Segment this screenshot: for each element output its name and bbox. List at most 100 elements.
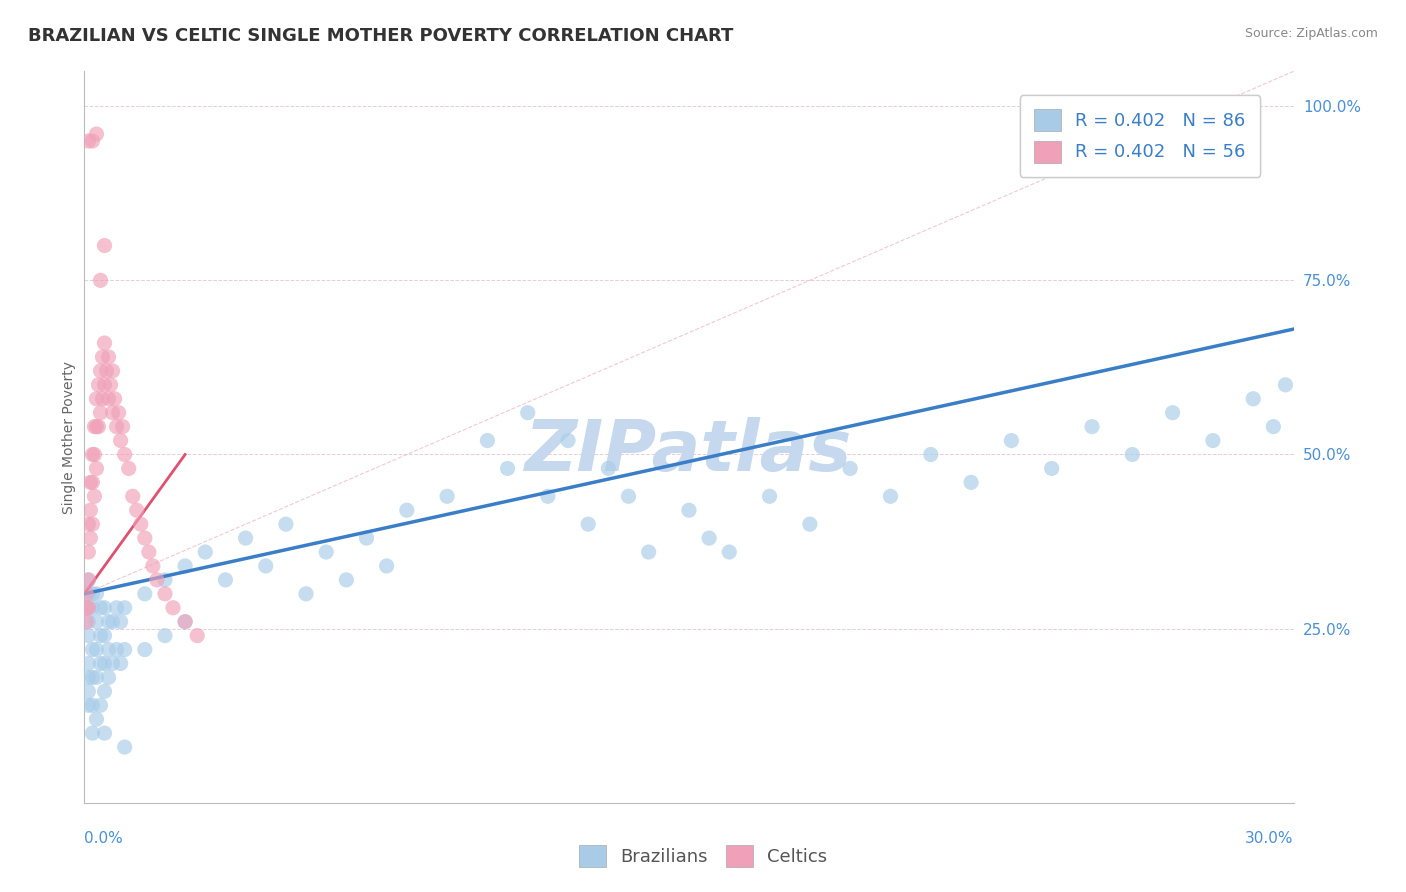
Point [75,615,97,629]
Point [214,573,236,587]
Point [153,573,176,587]
Point [125,503,148,517]
Point [879,489,901,503]
Point [89,698,111,713]
Point [118,461,141,475]
Point [93,238,115,252]
Point [1040,461,1063,475]
Point [1121,448,1143,462]
Point [617,489,640,503]
Point [97,642,120,657]
Point [235,531,257,545]
Point [114,448,136,462]
Point [89,364,111,378]
Point [516,406,538,420]
Point [86,670,108,684]
Point [174,558,197,573]
Point [89,600,111,615]
Point [274,517,297,532]
Point [82,587,104,601]
Point [82,642,104,657]
Point [77,573,100,587]
Point [174,615,197,629]
Point [637,545,659,559]
Point [194,545,217,559]
Point [100,377,122,392]
Point [77,698,100,713]
Point [576,517,599,532]
Point [83,489,105,503]
Point [1241,392,1264,406]
Point [1274,377,1296,392]
Point [97,670,120,684]
Point [920,448,942,462]
Point [436,489,458,503]
Point [477,434,499,448]
Point [93,684,115,698]
Point [82,517,104,532]
Point [77,517,100,532]
Point [86,587,108,601]
Point [91,350,114,364]
Point [758,489,780,503]
Point [129,517,152,532]
Point [77,600,100,615]
Point [86,461,108,475]
Point [89,629,111,643]
Point [134,531,156,545]
Point [718,545,741,559]
Point [375,558,398,573]
Point [77,657,100,671]
Point [77,545,100,559]
Point [121,489,143,503]
Point [75,600,97,615]
Point [101,657,124,671]
Point [138,545,160,559]
Text: 30.0%: 30.0% [1246,830,1294,846]
Point [254,558,277,573]
Point [1161,406,1184,420]
Point [315,545,337,559]
Point [77,684,100,698]
Point [114,740,136,755]
Point [134,642,156,657]
Point [82,448,104,462]
Point [83,419,105,434]
Point [86,712,108,726]
Point [93,629,115,643]
Point [89,406,111,420]
Point [799,517,821,532]
Point [107,406,129,420]
Point [97,392,120,406]
Point [87,377,110,392]
Point [697,531,720,545]
Point [146,573,169,587]
Point [77,573,100,587]
Point [86,642,108,657]
Point [82,726,104,740]
Point [295,587,318,601]
Point [79,475,101,490]
Text: Source: ZipAtlas.com: Source: ZipAtlas.com [1244,27,1378,40]
Point [77,587,100,601]
Point [97,350,120,364]
Point [356,531,378,545]
Y-axis label: Single Mother Poverty: Single Mother Poverty [62,360,76,514]
Point [153,629,176,643]
Point [77,670,100,684]
Point [678,503,700,517]
Point [86,419,108,434]
Text: ZIPatlas: ZIPatlas [526,417,852,486]
Point [186,629,208,643]
Point [77,629,100,643]
Point [105,642,128,657]
Point [97,615,120,629]
Point [93,657,115,671]
Point [82,670,104,684]
Point [82,134,104,148]
Point [1081,419,1104,434]
Point [101,406,124,420]
Point [86,615,108,629]
Point [87,419,110,434]
Point [101,615,124,629]
